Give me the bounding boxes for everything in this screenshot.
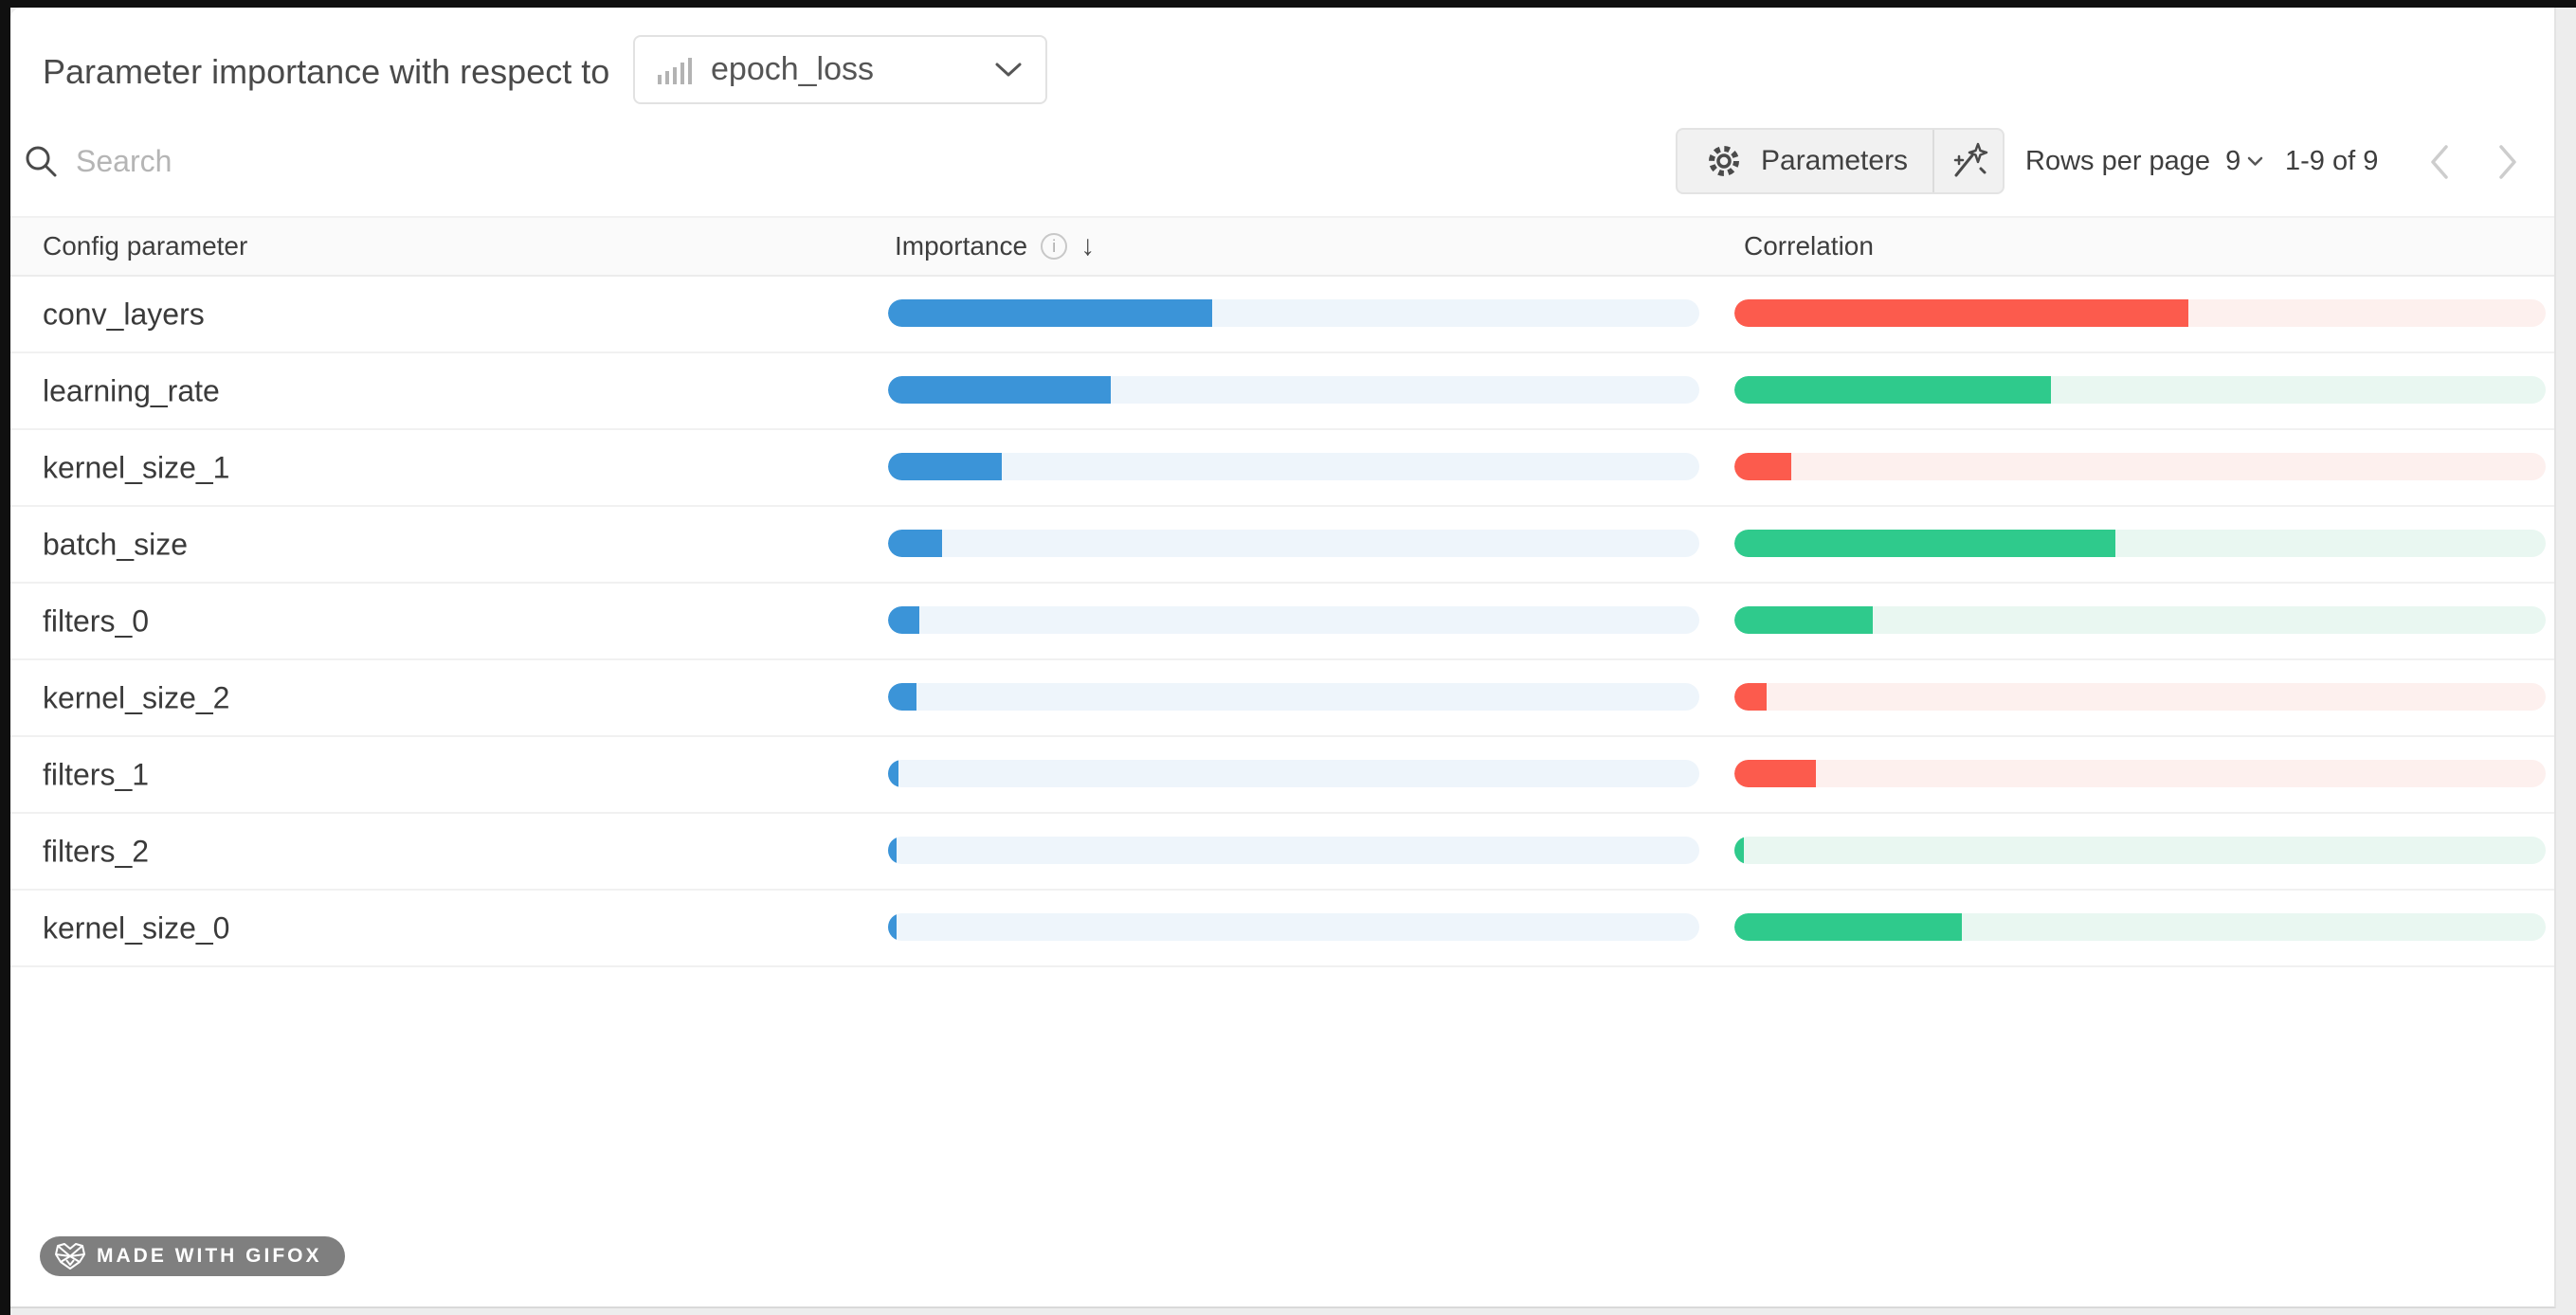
importance-bar-track bbox=[888, 299, 1699, 327]
chevron-down-icon bbox=[995, 63, 1022, 76]
parameters-button[interactable]: Parameters bbox=[1678, 130, 1932, 192]
correlation-bar-fill bbox=[1734, 376, 2051, 404]
table-row: filters_0 bbox=[10, 584, 2554, 660]
importance-bar-fill bbox=[888, 913, 897, 941]
page-background: Parameter importance with respect to epo… bbox=[10, 8, 2576, 1315]
search-input[interactable] bbox=[76, 143, 682, 179]
parameter-importance-panel: Parameter importance with respect to epo… bbox=[10, 8, 2556, 1308]
importance-bar-track bbox=[888, 376, 1699, 404]
chevron-right-icon bbox=[2499, 145, 2516, 179]
row-label: conv_layers bbox=[43, 297, 205, 331]
row-label: filters_1 bbox=[43, 757, 150, 791]
correlation-bar-track bbox=[1734, 683, 2546, 711]
table-header: Config parameter Importance i ↓ Correlat… bbox=[10, 216, 2554, 277]
table-row: kernel_size_0 bbox=[10, 891, 2554, 967]
row-label: kernel_size_2 bbox=[43, 680, 230, 714]
parameters-button-group: Parameters bbox=[1676, 128, 2005, 194]
row-label: filters_0 bbox=[43, 603, 150, 638]
column-header-parameter: Config parameter bbox=[43, 231, 248, 261]
correlation-bar-fill bbox=[1734, 299, 2189, 327]
importance-bar-track bbox=[888, 453, 1699, 480]
importance-bar-track bbox=[888, 530, 1699, 557]
importance-bar-track bbox=[888, 760, 1699, 787]
importance-bar-fill bbox=[888, 299, 1213, 327]
gear-icon bbox=[1709, 146, 1739, 176]
row-label: learning_rate bbox=[43, 373, 220, 407]
rows-per-page: Rows per page 9 bbox=[2025, 128, 2263, 194]
metric-dropdown-value: epoch_loss bbox=[711, 51, 875, 87]
importance-bar-fill bbox=[888, 606, 920, 634]
chevron-left-icon bbox=[2431, 145, 2448, 179]
row-label: batch_size bbox=[43, 527, 188, 561]
importance-bar-track bbox=[888, 683, 1699, 711]
correlation-bar-fill bbox=[1734, 683, 1768, 711]
row-label: kernel_size_0 bbox=[43, 910, 230, 945]
rows-per-page-label: Rows per page bbox=[2025, 145, 2211, 176]
magic-wand-icon bbox=[1953, 142, 1988, 177]
button-group-divider bbox=[1932, 130, 1935, 192]
bar-chart-icon bbox=[658, 56, 692, 84]
importance-bar-track bbox=[888, 606, 1699, 634]
search-icon bbox=[26, 146, 57, 177]
panel-title: Parameter importance with respect to bbox=[43, 52, 610, 91]
correlation-bar-track bbox=[1734, 376, 2546, 404]
correlation-bar-fill bbox=[1734, 760, 1816, 787]
importance-bar-fill bbox=[888, 530, 943, 557]
importance-bar-fill bbox=[888, 683, 916, 711]
correlation-bar-track bbox=[1734, 530, 2546, 557]
metric-dropdown[interactable]: epoch_loss bbox=[633, 35, 1047, 104]
magic-wand-button[interactable] bbox=[1934, 130, 2003, 192]
importance-bar-track bbox=[888, 913, 1699, 941]
correlation-bar-track bbox=[1734, 606, 2546, 634]
table-row: kernel_size_1 bbox=[10, 430, 2554, 507]
importance-bar-fill bbox=[888, 453, 1002, 480]
page-range: 1-9 of 9 bbox=[2285, 145, 2379, 176]
row-label: kernel_size_1 bbox=[43, 450, 230, 484]
importance-bar-fill bbox=[888, 376, 1112, 404]
correlation-bar-fill bbox=[1734, 530, 2116, 557]
table-body: conv_layers learning_rate kern bbox=[10, 277, 2554, 967]
table-row: filters_1 bbox=[10, 737, 2554, 814]
next-page-button[interactable] bbox=[2486, 140, 2530, 184]
importance-header-label: Importance bbox=[895, 231, 1028, 261]
correlation-bar-track bbox=[1734, 453, 2546, 480]
parameters-label: Parameters bbox=[1761, 145, 1909, 176]
correlation-bar-track bbox=[1734, 837, 2546, 864]
correlation-bar-fill bbox=[1734, 606, 1873, 634]
correlation-bar-track bbox=[1734, 760, 2546, 787]
prev-page-button[interactable] bbox=[2418, 140, 2461, 184]
fox-icon bbox=[55, 1243, 85, 1270]
rows-per-page-chevron-icon bbox=[2247, 156, 2263, 166]
correlation-bar-fill bbox=[1734, 913, 1962, 941]
search-box bbox=[23, 128, 743, 194]
table-row: learning_rate bbox=[10, 353, 2554, 430]
gifox-badge: MADE WITH GIFOX bbox=[40, 1236, 345, 1276]
table-row: filters_2 bbox=[10, 814, 2554, 891]
importance-bar-fill bbox=[888, 760, 899, 787]
importance-bar-track bbox=[888, 837, 1699, 864]
correlation-bar-fill bbox=[1734, 837, 1745, 864]
rows-per-page-selector[interactable]: 9 bbox=[2225, 146, 2263, 177]
correlation-bar-fill bbox=[1734, 453, 1791, 480]
table-row: conv_layers bbox=[10, 277, 2554, 353]
sort-desc-icon: ↓ bbox=[1080, 230, 1096, 261]
column-header-importance[interactable]: Importance i ↓ bbox=[895, 218, 1095, 275]
badge-label: MADE WITH GIFOX bbox=[97, 1245, 322, 1267]
column-header-correlation: Correlation bbox=[1744, 231, 1874, 261]
importance-bar-fill bbox=[888, 837, 898, 864]
info-icon[interactable]: i bbox=[1041, 233, 1068, 260]
rows-per-page-value: 9 bbox=[2225, 145, 2241, 176]
row-label: filters_2 bbox=[43, 834, 150, 868]
correlation-bar-track bbox=[1734, 913, 2546, 941]
correlation-bar-track bbox=[1734, 299, 2546, 327]
table-row: kernel_size_2 bbox=[10, 660, 2554, 737]
table-row: batch_size bbox=[10, 507, 2554, 584]
